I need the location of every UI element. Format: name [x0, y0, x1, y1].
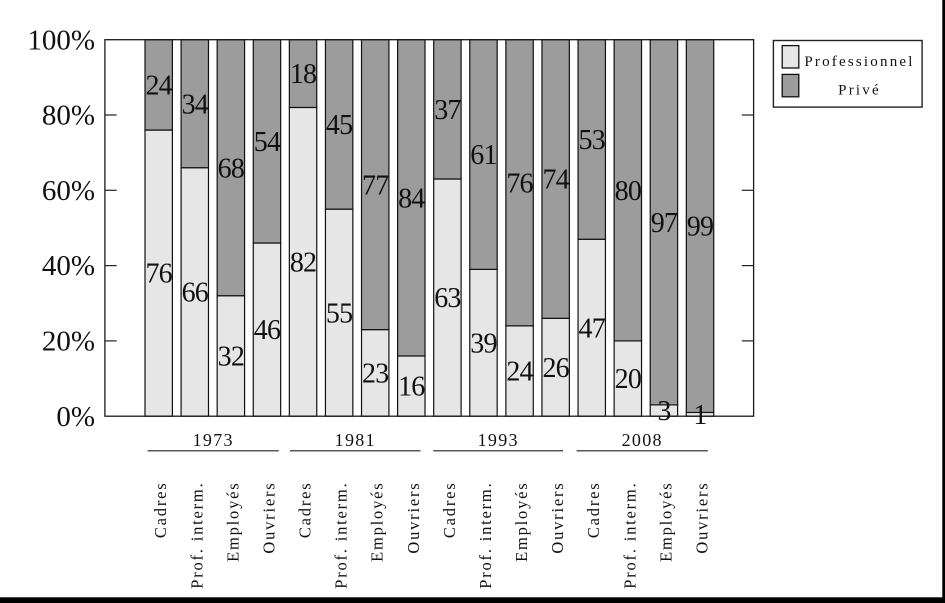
svg-text:Ouvriers: Ouvriers [548, 482, 567, 554]
svg-text:84: 84 [398, 183, 425, 214]
svg-text:Employés: Employés [223, 482, 242, 562]
svg-text:Ouvriers: Ouvriers [259, 482, 278, 554]
svg-text:80: 80 [615, 176, 641, 207]
svg-text:0%: 0% [56, 401, 95, 433]
svg-text:46: 46 [254, 315, 281, 346]
svg-text:24: 24 [145, 70, 172, 101]
svg-text:47: 47 [579, 313, 606, 344]
svg-text:99: 99 [687, 212, 713, 243]
svg-text:1973: 1973 [193, 430, 234, 450]
svg-text:82: 82 [290, 247, 316, 278]
svg-text:76: 76 [506, 168, 533, 199]
svg-text:61: 61 [470, 140, 496, 171]
svg-text:20: 20 [615, 364, 641, 395]
svg-text:1993: 1993 [478, 430, 519, 450]
svg-text:66: 66 [182, 278, 209, 309]
svg-text:39: 39 [470, 328, 496, 359]
svg-text:54: 54 [254, 127, 281, 158]
svg-text:Professionnel: Professionnel [804, 54, 914, 70]
svg-text:55: 55 [326, 298, 352, 329]
svg-text:77: 77 [362, 170, 389, 201]
svg-text:100%: 100% [27, 24, 95, 56]
svg-text:Ouvriers: Ouvriers [404, 482, 423, 554]
svg-text:Prof. interm.: Prof. interm. [620, 482, 639, 589]
svg-text:Cadres: Cadres [584, 482, 603, 539]
svg-text:Ouvriers: Ouvriers [693, 482, 712, 554]
svg-text:1981: 1981 [335, 430, 376, 450]
svg-text:3: 3 [657, 396, 670, 427]
svg-text:60%: 60% [42, 175, 95, 207]
svg-text:76: 76 [145, 259, 172, 290]
svg-text:45: 45 [326, 110, 352, 141]
svg-text:40%: 40% [42, 250, 95, 282]
svg-text:80%: 80% [42, 100, 95, 132]
svg-text:23: 23 [362, 359, 388, 390]
svg-text:32: 32 [218, 342, 244, 373]
svg-text:1: 1 [693, 400, 706, 431]
svg-text:24: 24 [506, 357, 533, 388]
svg-text:34: 34 [182, 89, 209, 120]
svg-text:18: 18 [290, 59, 316, 90]
svg-text:Employés: Employés [368, 482, 387, 562]
svg-text:Prof. interm.: Prof. interm. [187, 482, 206, 589]
svg-text:26: 26 [542, 353, 569, 384]
svg-text:Prof. interm.: Prof. interm. [332, 482, 351, 589]
svg-text:16: 16 [398, 372, 425, 403]
svg-text:20%: 20% [42, 326, 95, 358]
svg-text:97: 97 [651, 208, 678, 239]
svg-text:68: 68 [218, 153, 244, 184]
svg-text:2008: 2008 [622, 430, 663, 450]
svg-text:Cadres: Cadres [151, 482, 170, 539]
svg-text:Employés: Employés [512, 482, 531, 562]
svg-text:Privé: Privé [838, 83, 881, 99]
svg-text:Cadres: Cadres [440, 482, 459, 539]
svg-text:Employés: Employés [656, 482, 675, 562]
svg-text:53: 53 [579, 125, 605, 156]
svg-text:Cadres: Cadres [296, 482, 315, 539]
svg-text:37: 37 [434, 95, 461, 126]
svg-text:Prof. interm.: Prof. interm. [476, 482, 495, 589]
svg-text:74: 74 [542, 165, 569, 196]
svg-text:63: 63 [434, 283, 460, 314]
